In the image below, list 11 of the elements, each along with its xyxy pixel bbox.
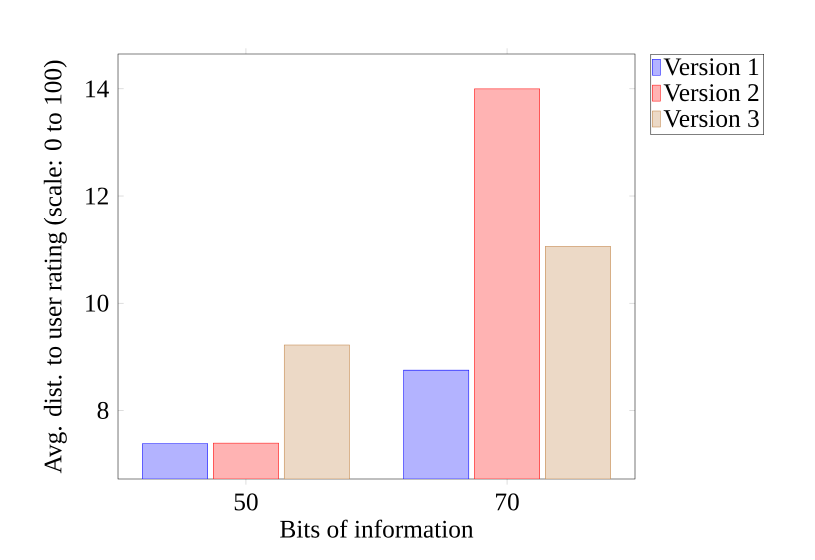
x-tick-label: 70 <box>496 493 519 510</box>
x-axis-title: Bits of information <box>280 520 474 538</box>
legend-label: Version 3 <box>664 110 759 128</box>
legend-label: Version 2 <box>664 84 758 102</box>
y-tick-label: 8 <box>98 402 108 419</box>
y-tick-label: 14 <box>86 80 109 98</box>
y-axis-title: Avg. dist. to user rating (scale: 0 to 100) <box>44 60 67 474</box>
y-tick-label: 12 <box>86 188 108 204</box>
y-tick-label: 10 <box>86 294 108 312</box>
x-tick-label: 50 <box>234 493 258 510</box>
legend-label: Version 1 <box>664 58 758 76</box>
